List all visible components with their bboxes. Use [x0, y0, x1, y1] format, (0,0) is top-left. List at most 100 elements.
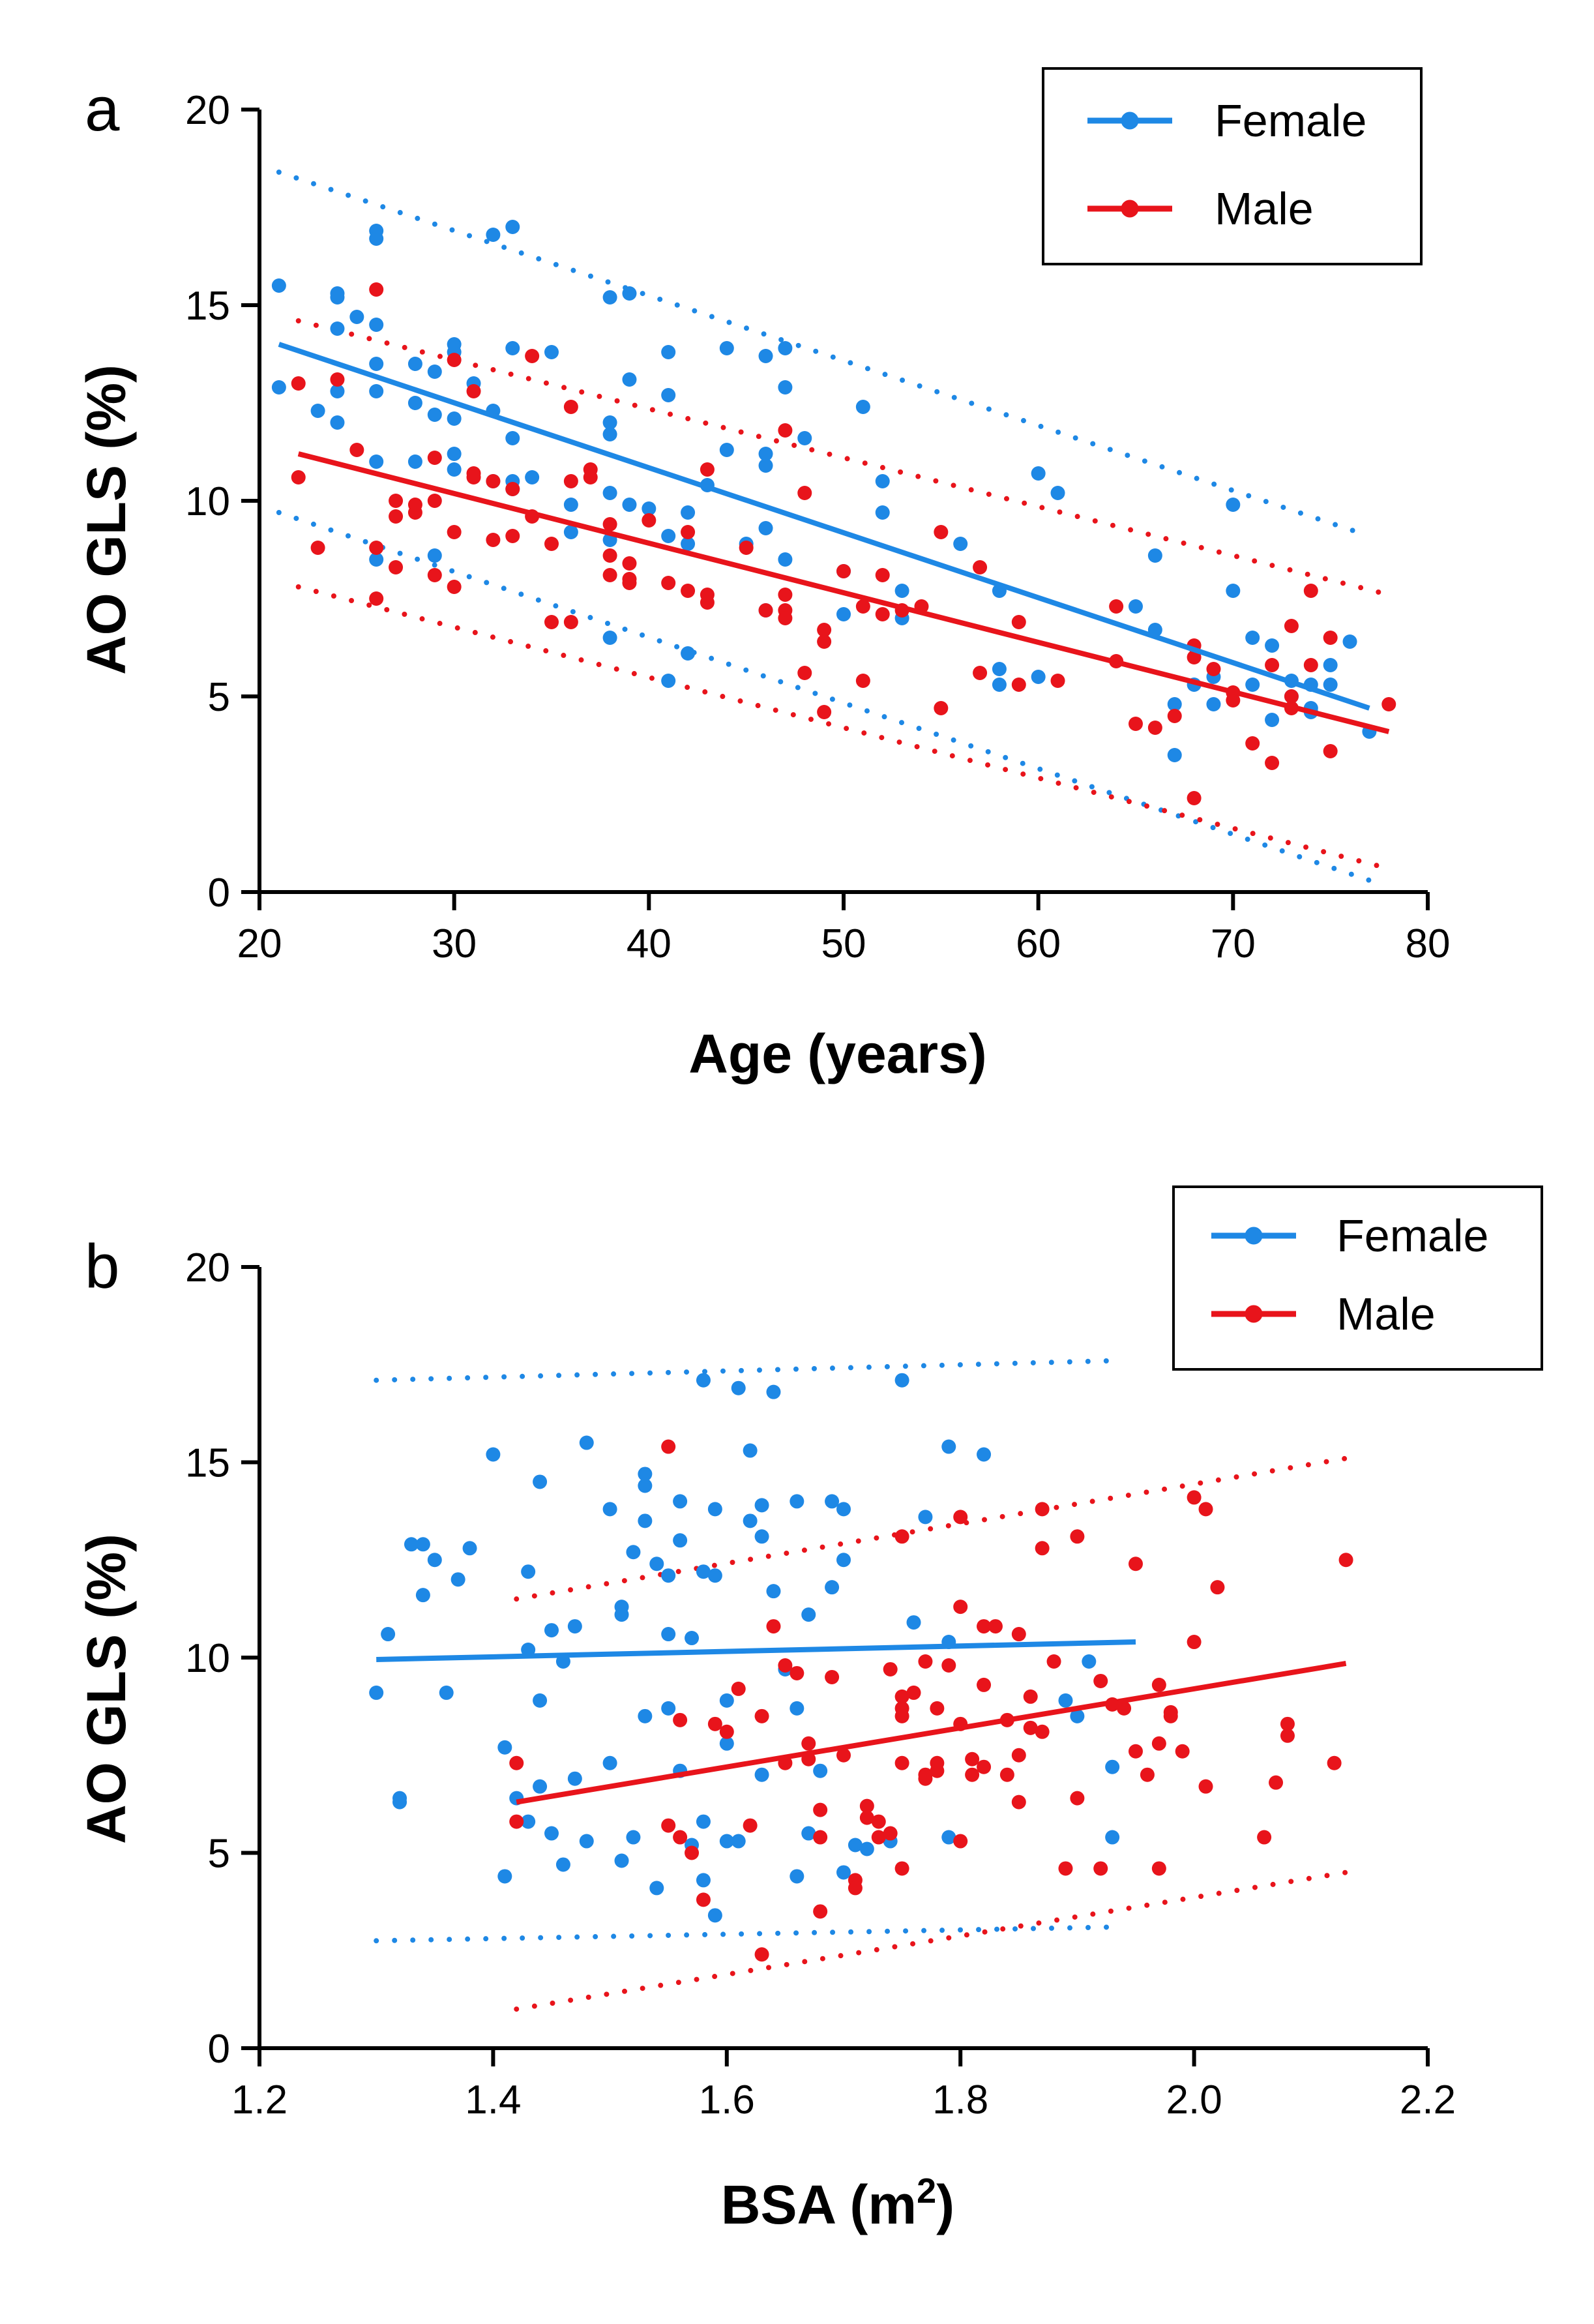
panel-a-y-tick-label: 5: [208, 675, 230, 720]
panel-b-female-point: [602, 1755, 617, 1770]
panel-b-female-point: [719, 1834, 734, 1849]
panel-b-male-point: [1198, 1779, 1213, 1794]
panel-b-female-point: [754, 1529, 769, 1544]
panel-a-female-point: [602, 631, 617, 645]
panel-a-male-point: [427, 494, 442, 508]
panel-b-female-point: [626, 1830, 641, 1845]
panel-b-male-point: [1163, 1708, 1178, 1723]
panel-a-male-point: [855, 674, 870, 688]
panel-b-male-point: [1338, 1553, 1353, 1568]
panel-b-female-point: [1058, 1693, 1073, 1708]
panel-b-male-point: [894, 1529, 909, 1544]
panel-a-female-point: [407, 454, 422, 469]
panel-a-female-point: [1323, 658, 1338, 672]
panel-a-male-point: [389, 494, 404, 508]
panel-a-male-point: [1323, 631, 1338, 645]
panel-b-legend-box: [1172, 1185, 1543, 1371]
panel-b-male-point: [930, 1701, 945, 1716]
panel-a-legend-box: [1042, 67, 1423, 265]
panel-b-female-point: [766, 1584, 781, 1599]
panel-a-fit-lines: [278, 342, 1390, 734]
panel-b-male-point: [1035, 1502, 1050, 1517]
panel-a-male-point: [525, 349, 540, 363]
panel-a-male-point: [1187, 650, 1202, 664]
panel-a-female-point: [1050, 486, 1065, 500]
panel-a-male-point: [563, 474, 578, 488]
panel-b-male-point: [778, 1658, 793, 1673]
panel-a-male-point: [622, 556, 637, 571]
panel-a-male-point: [427, 568, 442, 582]
panel-b-male-point: [894, 1689, 909, 1704]
panel-b-female-point: [638, 1708, 653, 1723]
panel-b-female-point: [685, 1631, 700, 1646]
panel-a-male-point: [739, 541, 754, 555]
panel-b-male-point: [754, 1708, 769, 1723]
panel-b-male-point: [813, 1830, 828, 1845]
panel-b-female-point: [731, 1380, 746, 1395]
panel-b-male-point: [1035, 1724, 1050, 1739]
panel-b-female-point: [1082, 1654, 1097, 1669]
panel-b-female-point: [521, 1564, 536, 1579]
panel-b-male-point: [1151, 1677, 1166, 1692]
panel-b-female-point: [544, 1826, 559, 1841]
panel-b-male-point: [754, 1947, 769, 1962]
panel-a-male-point: [427, 451, 442, 465]
panel-a-male-point: [1011, 678, 1026, 692]
panel-a-female-point: [622, 372, 637, 387]
panel-a-x-tick-label: 70: [1211, 921, 1256, 966]
panel-a-female-point: [447, 411, 462, 426]
panel-b-female-point: [567, 1771, 582, 1786]
panel-a-x-tick-label: 60: [1016, 921, 1061, 966]
panel-b-male-point: [766, 1619, 781, 1634]
panel-b-legend-female-label: Female: [1336, 1210, 1488, 1261]
panel-a-male-point: [1265, 658, 1280, 672]
panel-b-female-point: [906, 1615, 921, 1630]
panel-b-male-point: [894, 1708, 909, 1723]
panel-a-y-tick-label: 0: [208, 871, 230, 916]
panel-b-male-point: [988, 1619, 1003, 1634]
panel-b-female-point: [1105, 1759, 1120, 1774]
panel-a-female-point: [447, 462, 462, 477]
panel-a-male-point: [642, 513, 657, 528]
panel-a-female-point: [778, 552, 793, 567]
panel-a-male-point: [447, 353, 462, 367]
panel-a-female-point: [1226, 498, 1241, 512]
panel-b-female-point: [790, 1701, 804, 1716]
panel-a-male-point: [602, 548, 617, 563]
panel-b-female-point: [462, 1541, 477, 1556]
panel-a-female-point: [407, 396, 422, 410]
panel-b-female-point: [836, 1502, 851, 1517]
panel-a-male-point: [758, 603, 773, 618]
panel-a-female-point: [681, 505, 696, 520]
panel-b-y-tick-label: 5: [208, 1832, 230, 1877]
panel-b-legend-female-marker: [1245, 1227, 1263, 1245]
panel-a-female-point: [427, 408, 442, 422]
panel-b-female-point: [754, 1498, 769, 1513]
panel-b-female-point: [486, 1447, 501, 1462]
panel-b-y-tick-label: 10: [185, 1636, 230, 1681]
panel-a-female-point: [602, 486, 617, 500]
panel-a-female-point: [369, 318, 384, 332]
panel-b-male-point: [848, 1881, 863, 1896]
panel-a-female-point: [992, 662, 1007, 676]
panel-b-female-point: [766, 1384, 781, 1399]
panel-a-male-point: [1109, 599, 1124, 614]
panel-b-female-point: [1070, 1708, 1085, 1723]
panel-a-male-point: [1284, 619, 1299, 633]
panel-b-female-point: [707, 1908, 722, 1923]
panel-b-male-point: [1269, 1775, 1284, 1790]
panel-b-female-point: [696, 1873, 711, 1888]
panel-b-female-point: [719, 1736, 734, 1751]
panel-b-female-point: [1105, 1830, 1120, 1845]
panel-a-female-point: [1167, 748, 1182, 762]
panel-a-y-axis-title: AO GLS (%): [76, 365, 137, 675]
panel-a-female-point: [661, 529, 676, 543]
panel-b-male-point: [1070, 1791, 1085, 1806]
panel-b-data-points: [369, 1373, 1353, 1962]
panel-a-female-point: [505, 431, 520, 445]
panel-a-male-point: [369, 591, 384, 606]
panel-b-female-point: [790, 1494, 804, 1509]
panel-b-male-point: [953, 1510, 968, 1525]
panel-b-male-point: [801, 1736, 816, 1751]
panel-b-male-point: [965, 1767, 980, 1782]
